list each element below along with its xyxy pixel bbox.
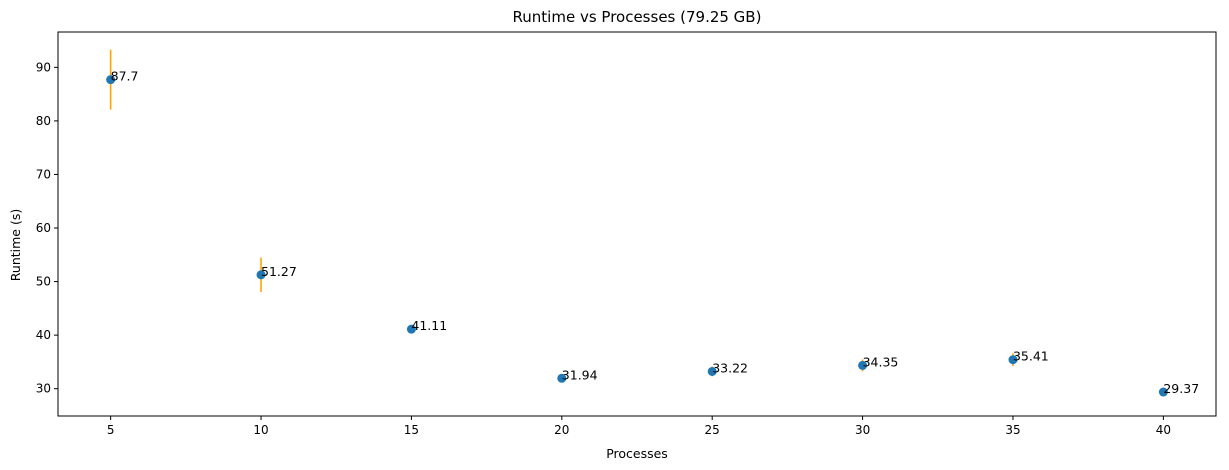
y-tick-label: 70 bbox=[36, 167, 51, 181]
data-point bbox=[1158, 387, 1168, 397]
x-tick-label: 25 bbox=[705, 423, 720, 437]
x-tick-label: 30 bbox=[855, 423, 870, 437]
x-tick-label: 5 bbox=[107, 423, 115, 437]
data-label: 51.27 bbox=[261, 264, 297, 279]
data-point bbox=[858, 360, 868, 370]
data-point bbox=[557, 373, 567, 383]
data-label: 33.22 bbox=[712, 360, 748, 375]
data-label: 31.94 bbox=[562, 367, 598, 382]
data-point bbox=[707, 366, 717, 376]
x-tick-label: 20 bbox=[554, 423, 569, 437]
data-label: 41.11 bbox=[411, 318, 447, 333]
y-tick-label: 80 bbox=[36, 114, 51, 128]
data-label: 34.35 bbox=[863, 354, 899, 369]
data-point bbox=[256, 270, 266, 280]
x-tick-label: 40 bbox=[1156, 423, 1171, 437]
chart-title: Runtime vs Processes (79.25 GB) bbox=[513, 8, 762, 26]
y-tick-label: 50 bbox=[36, 275, 51, 289]
y-tick-label: 30 bbox=[36, 382, 51, 396]
plot-area: 5 10 15 20 25 30 35 40 30 40 50 60 70 80 90 87.7 51.27 41… bbox=[36, 31, 1217, 437]
y-axis-label: Runtime (s) bbox=[8, 209, 23, 281]
data-label: 87.7 bbox=[111, 69, 139, 84]
plot-frame bbox=[57, 31, 1217, 417]
y-tick-label: 60 bbox=[36, 221, 51, 235]
data-point bbox=[106, 75, 116, 85]
x-tick-label: 35 bbox=[1005, 423, 1020, 437]
y-tick-label: 90 bbox=[36, 60, 51, 74]
x-tick-label: 15 bbox=[404, 423, 419, 437]
data-point bbox=[406, 324, 416, 334]
data-label: 35.41 bbox=[1013, 349, 1049, 364]
data-point bbox=[1008, 355, 1018, 365]
x-tick-label: 10 bbox=[253, 423, 268, 437]
x-axis-label: Processes bbox=[606, 446, 668, 461]
data-label: 29.37 bbox=[1163, 381, 1199, 396]
y-tick-label: 40 bbox=[36, 328, 51, 342]
